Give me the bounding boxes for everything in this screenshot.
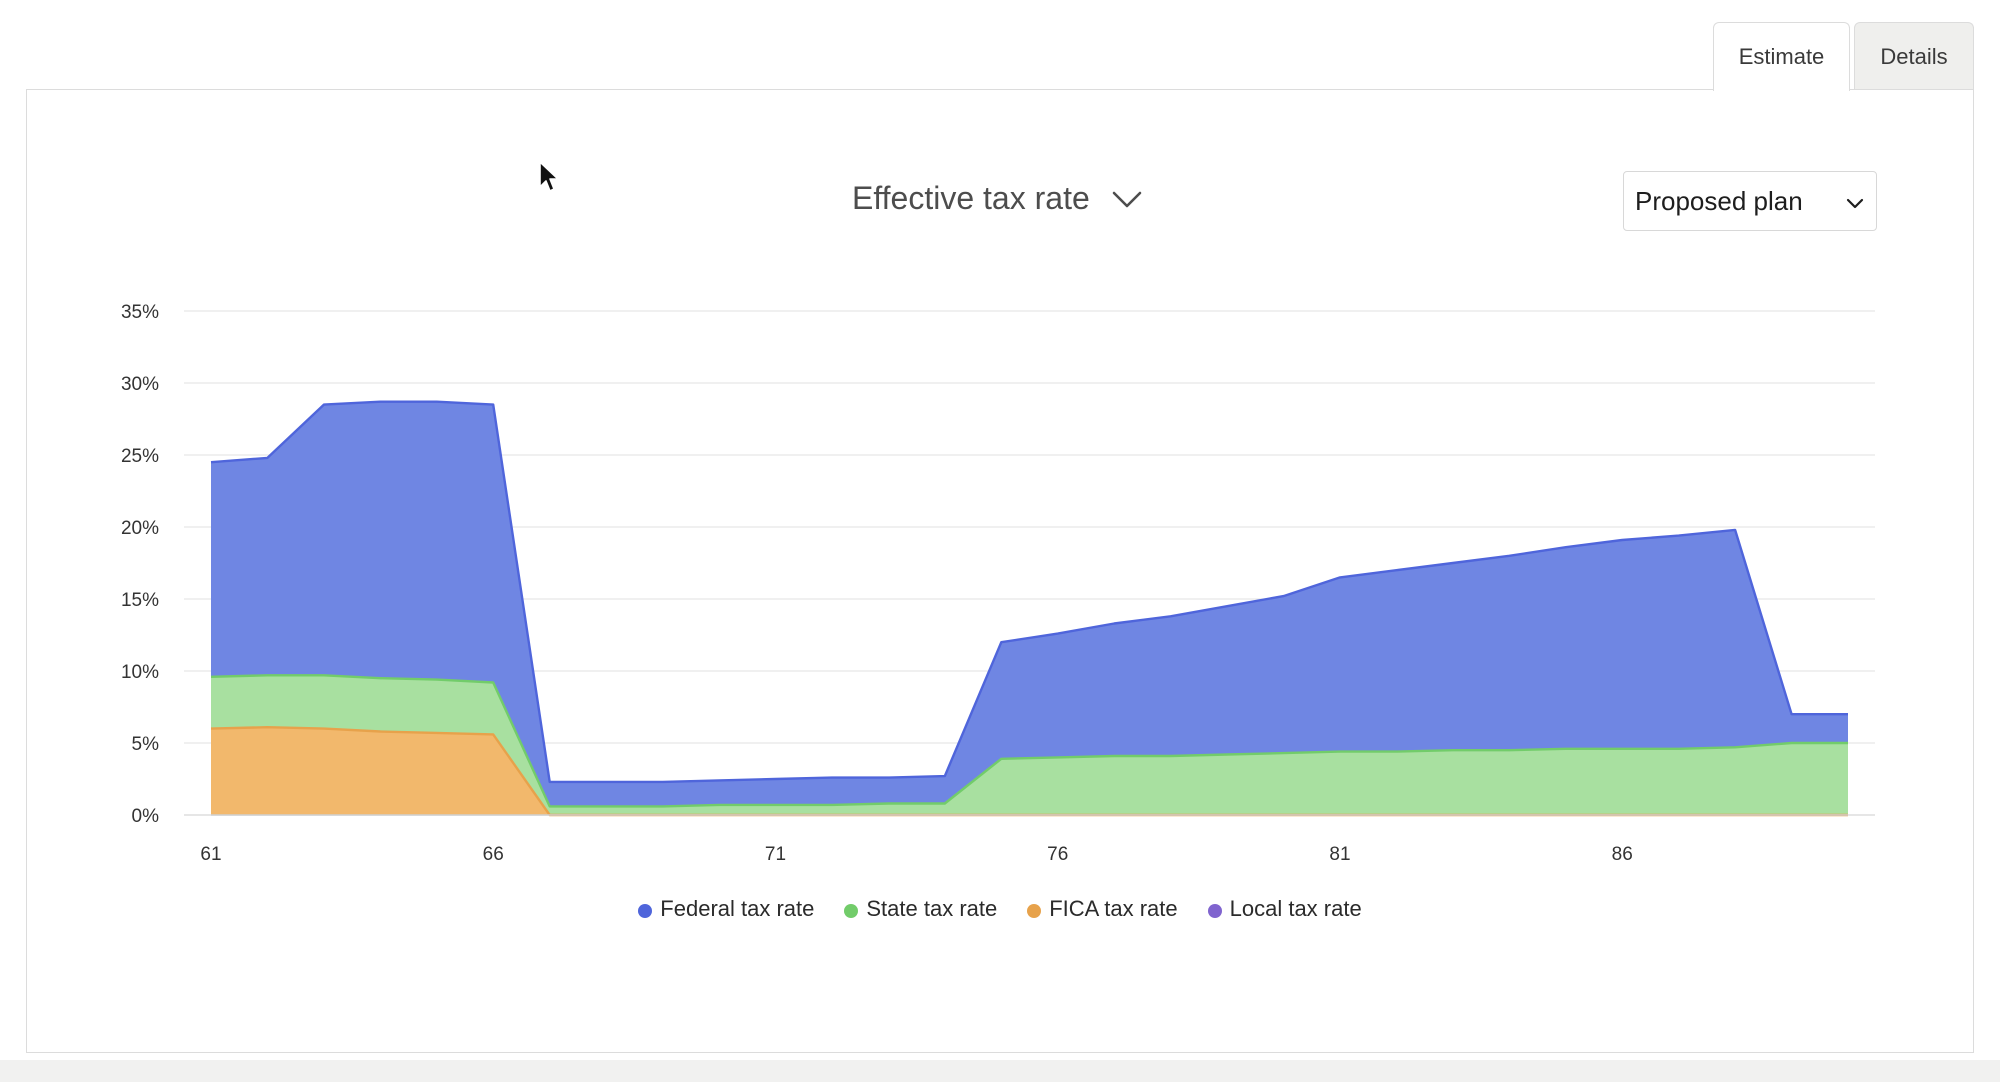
state-tax-area [211,675,1848,815]
legend-dot-fica [1027,903,1042,918]
x-tick-label: 86 [1612,844,1633,865]
y-tick-label: 35% [121,302,159,323]
legend-item-local[interactable]: Local tax rate [1207,896,1362,922]
x-tick-label: 76 [1047,844,1068,865]
mouse-pointer-icon [538,160,560,199]
tax-rate-chart: 0% 5% 10% 15% 20% 25% 30% 35% 61 66 71 76 81 86 [121,302,1875,865]
y-tick-label: 15% [121,590,159,611]
federal-tax-area [211,401,1848,807]
chevron-down-icon [1112,180,1142,217]
legend-label-state: State tax rate [866,896,998,921]
view-tabs: Estimate Details [1713,22,1974,91]
metric-selector[interactable]: Effective tax rate [852,180,1142,217]
legend-item-state[interactable]: State tax rate [844,896,997,922]
metric-selector-label: Effective tax rate [852,180,1090,216]
chevron-down-icon [1846,186,1864,217]
tab-estimate[interactable]: Estimate [1713,22,1850,91]
y-tick-label: 0% [132,806,160,827]
legend-item-federal[interactable]: Federal tax rate [638,896,814,922]
legend-dot-federal [638,903,653,918]
federal-tax-line [210,400,1848,784]
legend-item-fica[interactable]: FICA tax rate [1027,896,1178,922]
x-tick-label: 66 [483,844,504,865]
legend-label-fica: FICA tax rate [1049,896,1178,921]
legend-dot-state [844,903,859,918]
fica-tax-area [211,727,1848,815]
legend-dot-local [1207,903,1222,918]
y-tick-label: 20% [121,518,159,539]
plan-select-value: Proposed plan [1635,185,1803,216]
x-tick-label: 81 [1329,844,1350,865]
x-tick-label: 61 [200,844,221,865]
y-tick-label: 10% [121,662,159,683]
y-tick-label: 5% [132,734,160,755]
tab-details[interactable]: Details [1854,22,1974,90]
legend-label-federal: Federal tax rate [660,896,815,921]
x-tick-label: 71 [765,844,786,865]
state-tax-line [210,674,1848,808]
chart-legend: Federal tax rate State tax rate FICA tax r… [0,896,2000,922]
y-tick-label: 30% [121,374,159,395]
bottom-scroll-strip [0,1060,2000,1082]
plan-select[interactable]: Proposed plan [1623,171,1877,231]
legend-label-local: Local tax rate [1229,896,1362,921]
y-tick-label: 25% [121,446,159,467]
